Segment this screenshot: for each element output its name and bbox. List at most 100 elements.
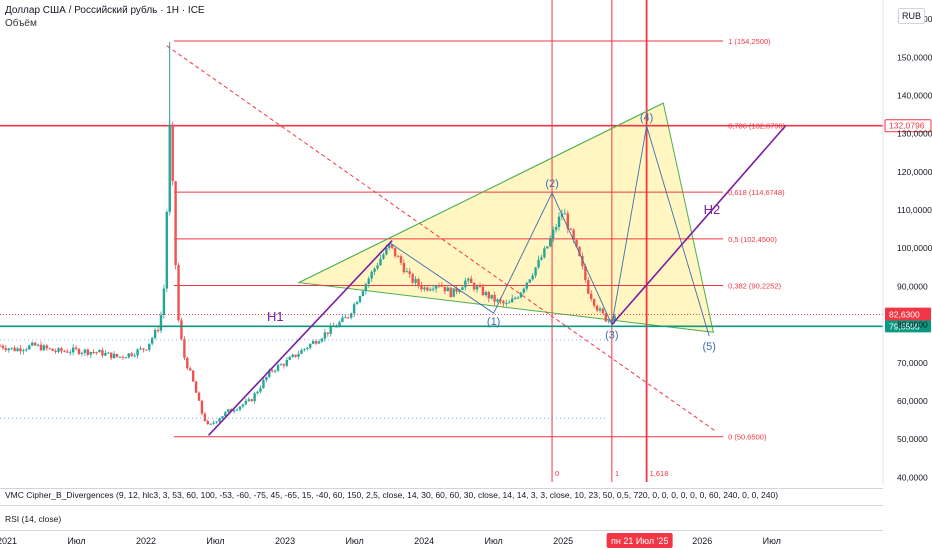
candle-body — [522, 288, 526, 293]
candle-body — [200, 400, 204, 414]
pane-divider — [0, 505, 883, 506]
x-tick-label: 2025 — [553, 536, 573, 546]
candle-body — [48, 348, 51, 350]
candle-body — [329, 325, 332, 334]
candle-body — [268, 370, 271, 377]
candle-body — [350, 313, 353, 318]
candle-body — [148, 343, 151, 350]
y-tick-label: 60,0000 — [897, 396, 928, 406]
candle-body — [288, 356, 291, 360]
candle-body — [575, 239, 578, 247]
candle-body — [376, 265, 379, 269]
wave-label: (5) — [702, 341, 715, 353]
candle-body — [244, 400, 248, 405]
candle-body — [472, 283, 476, 290]
candle-body — [115, 353, 119, 357]
candle-body — [121, 356, 125, 358]
candle-body — [446, 287, 449, 292]
candle-body — [156, 329, 160, 331]
candle-body — [393, 247, 397, 257]
y-tick-label: 150,0000 — [897, 52, 932, 62]
candle-body — [513, 297, 517, 299]
vmc-indicator-label[interactable]: VMC Cipher_B_Divergences (9, 12, hlc3, 3… — [5, 490, 779, 500]
candle-body — [487, 292, 490, 299]
candle-body — [54, 350, 57, 352]
candle-body — [613, 315, 616, 321]
wave-path — [389, 125, 710, 337]
candle-body — [80, 352, 84, 354]
candle-body — [142, 348, 145, 350]
candle-body — [370, 271, 373, 279]
candle-body — [344, 317, 347, 319]
candle-body — [604, 313, 608, 322]
candle-body — [379, 258, 382, 266]
wave-label: (1) — [487, 316, 500, 328]
candle-body — [180, 320, 183, 340]
candle-body — [358, 296, 362, 303]
candle-body — [347, 317, 350, 319]
candle-body — [66, 351, 69, 353]
candle-body — [306, 347, 309, 349]
candle-body — [537, 259, 540, 268]
candle-body — [51, 348, 54, 351]
candle-body — [10, 347, 13, 349]
candle-body — [396, 256, 400, 258]
candle-body — [227, 409, 230, 413]
candle-body — [171, 124, 174, 182]
candle-body — [320, 338, 324, 342]
candle-body — [0, 345, 2, 347]
candle-body — [431, 288, 435, 290]
candle-body — [285, 359, 289, 366]
candle-body — [7, 348, 10, 351]
target-price-badge — [884, 119, 932, 133]
candle-body — [215, 421, 218, 423]
h-label: H1 — [267, 309, 284, 324]
candle-body — [60, 348, 63, 352]
triangle-upper-line — [298, 102, 664, 284]
candle-body — [279, 364, 283, 366]
candle-body — [423, 287, 426, 290]
candle-body — [510, 298, 514, 303]
candle-body — [110, 352, 113, 359]
candle-body — [595, 305, 599, 311]
candle-body — [42, 345, 46, 351]
y-tick-label: 70,0000 — [897, 358, 928, 368]
candle-body — [101, 349, 104, 356]
candle-body — [440, 285, 444, 287]
candle-body — [341, 317, 344, 322]
candle-body — [212, 422, 215, 424]
candle-body — [45, 345, 49, 349]
y-tick-label: 80,0000 — [897, 320, 928, 330]
candle-body — [528, 279, 531, 283]
candle-body — [607, 320, 610, 322]
x-tick-label: 2021 — [0, 536, 17, 546]
candle-body — [174, 181, 177, 266]
time-fib-label: 0 — [555, 469, 559, 478]
candle-body — [525, 282, 529, 289]
rsi-indicator-label[interactable]: RSI (14, close) — [5, 514, 62, 524]
candle-body — [57, 348, 60, 352]
candle-body — [338, 321, 341, 327]
candle-body — [367, 278, 370, 284]
candle-body — [581, 256, 584, 267]
candle-body — [461, 287, 464, 290]
candle-body — [455, 288, 458, 292]
candle-body — [191, 370, 195, 382]
candle-body — [590, 293, 593, 300]
candle-body — [563, 213, 567, 215]
currency-badge[interactable]: RUB — [898, 8, 926, 24]
candle-body — [89, 352, 92, 355]
x-tick-label: Июл — [485, 536, 503, 546]
h2-line — [611, 125, 787, 326]
candle-body — [516, 297, 520, 299]
y-tick-label: 100,0000 — [897, 243, 932, 253]
candle-body — [610, 320, 613, 322]
candle-body — [578, 246, 581, 257]
candle-body — [206, 420, 210, 425]
candle-body — [314, 341, 318, 344]
y-tick-label: 120,0000 — [897, 167, 932, 177]
candle-body — [194, 381, 198, 393]
candle-body — [203, 413, 207, 421]
candle-body — [19, 348, 22, 352]
